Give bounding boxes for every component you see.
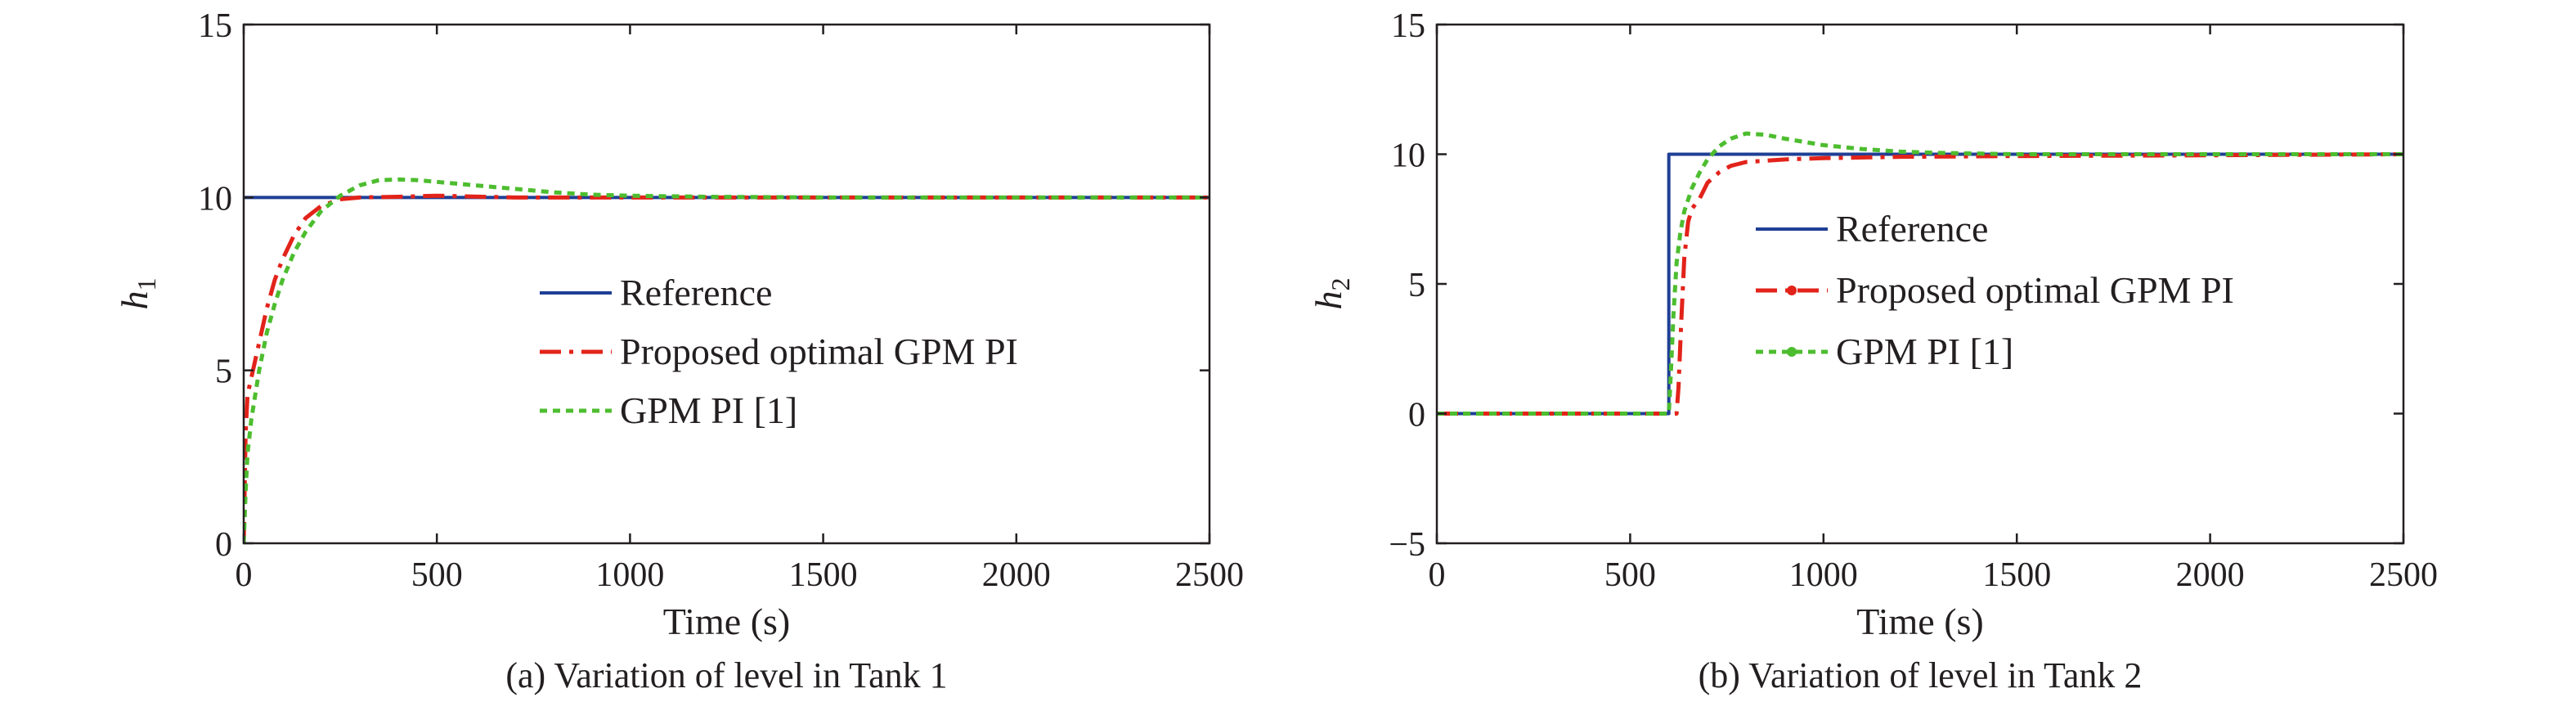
x-tick-label: 1500	[789, 556, 858, 594]
series-line-gpm-pi-1	[244, 177, 1209, 543]
x-tick-label: 1500	[1982, 556, 2051, 594]
x-tick-label: 2500	[2369, 556, 2438, 594]
x-tick-label: 2000	[2176, 556, 2245, 594]
legend-label: GPM PI [1]	[620, 389, 797, 431]
y-tick-label: 0	[215, 526, 232, 564]
y-axis-label: h1	[114, 278, 161, 310]
x-axis-label: Time (s)	[663, 601, 791, 642]
y-tick-label: 0	[1408, 397, 1425, 434]
legend-marker	[1787, 347, 1797, 357]
legend-marker	[1787, 286, 1797, 295]
y-tick-label: −5	[1389, 526, 1425, 564]
legend-label: Reference	[620, 272, 772, 313]
legend: Reference Proposed optimal GPM PI GPM PI […	[540, 272, 1018, 431]
series-group	[244, 177, 1209, 543]
x-tick-label: 500	[411, 556, 463, 594]
y-tick-label: 15	[198, 7, 232, 45]
x-tick-label: 2500	[1175, 556, 1244, 594]
y-tick-label: 10	[1391, 137, 1425, 175]
x-tick-label: 1000	[595, 556, 664, 594]
y-tick-label: 5	[1408, 267, 1425, 304]
legend: Reference Proposed optimal GPM PI GPM PI […	[1756, 208, 2234, 372]
series-line-gpm-pi-1	[1437, 131, 2403, 416]
series-group	[1437, 131, 2403, 416]
x-tick-label: 0	[236, 556, 253, 594]
series-line-proposed-optimal-gpm-pi	[244, 193, 1209, 543]
x-tick-label: 2000	[982, 556, 1051, 594]
panel-a: 0 500 1000 1500 2000 2500 0 5 10 15 Time (s) h1 (a) …	[114, 7, 1244, 695]
x-tick-label: 0	[1429, 556, 1446, 594]
y-axis-label: h2	[1308, 278, 1355, 310]
panel-caption: (a) Variation of level in Tank 1	[505, 655, 947, 695]
legend-label: GPM PI [1]	[1836, 331, 2013, 372]
panel-caption: (b) Variation of level in Tank 2	[1699, 655, 2143, 695]
y-tick-label: 15	[1391, 7, 1425, 45]
legend-label: Proposed optimal GPM PI	[1836, 269, 2234, 311]
y-tick-label: 5	[215, 353, 232, 391]
x-axis-label: Time (s)	[1856, 601, 1984, 642]
x-tick-label: 500	[1604, 556, 1656, 594]
legend-label: Reference	[1836, 208, 1988, 250]
x-tick-label: 1000	[1789, 556, 1858, 594]
legend-label: Proposed optimal GPM PI	[620, 331, 1018, 372]
plot-frame	[242, 23, 1211, 545]
y-tick-label: 10	[198, 180, 232, 218]
